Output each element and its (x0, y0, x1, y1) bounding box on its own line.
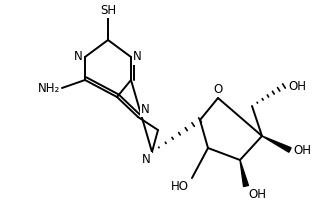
Text: HO: HO (171, 180, 189, 193)
Text: N: N (133, 50, 142, 63)
Text: N: N (141, 103, 150, 116)
Text: SH: SH (100, 4, 116, 17)
Text: NH₂: NH₂ (38, 81, 60, 95)
Text: N: N (74, 50, 83, 63)
Polygon shape (262, 136, 291, 152)
Text: O: O (213, 83, 223, 96)
Text: OH: OH (248, 188, 266, 201)
Text: OH: OH (288, 81, 306, 94)
Text: N: N (142, 153, 151, 166)
Text: OH: OH (293, 144, 311, 158)
Polygon shape (240, 160, 248, 187)
